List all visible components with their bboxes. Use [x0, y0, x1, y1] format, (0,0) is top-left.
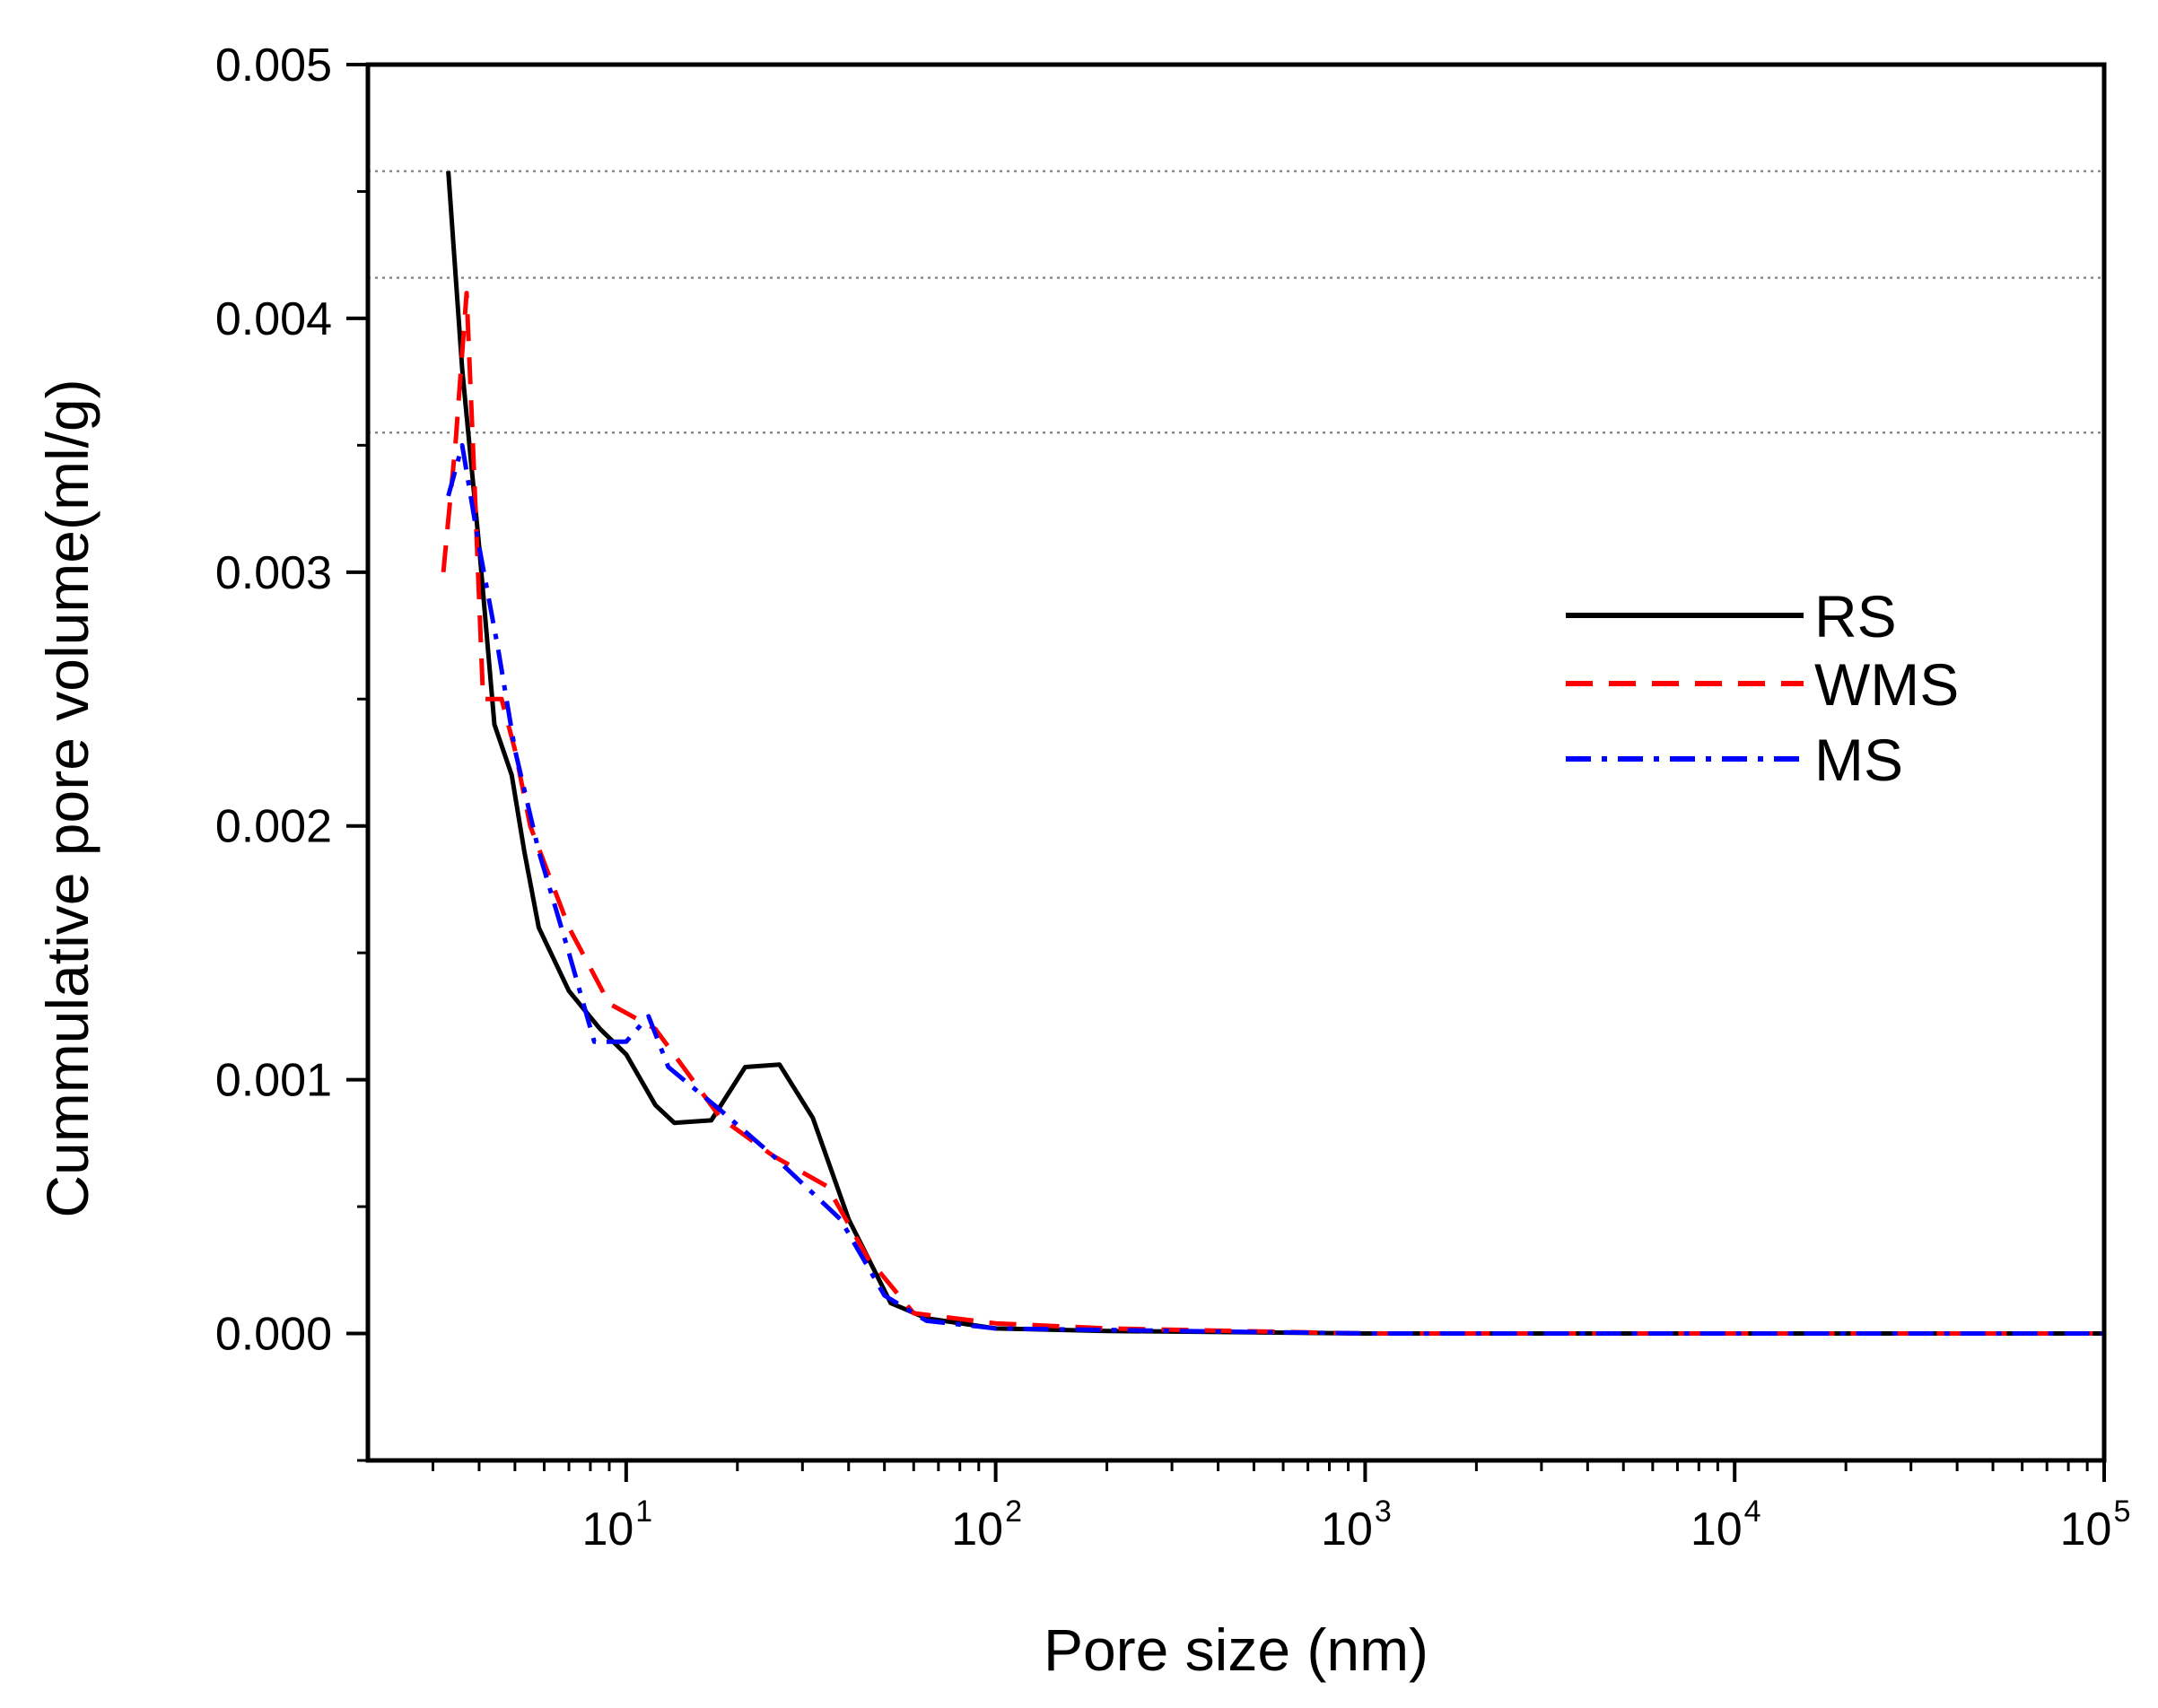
y-tick-label: 0.003 — [215, 547, 332, 599]
series-layer — [441, 170, 2104, 1336]
series-line-rs — [446, 170, 2104, 1336]
x-tick-label: 101 — [581, 1494, 652, 1556]
series-line-ms — [446, 442, 2104, 1336]
y-axis: 0.000 0.001 0.002 0.003 0.004 0.005 — [215, 39, 368, 1462]
legend-label-rs: RS — [1814, 583, 1897, 649]
x-axis-title: Pore size (nm) — [1044, 1616, 1428, 1683]
legend-label-ms: MS — [1814, 727, 1903, 793]
x-tick-label: 105 — [2060, 1494, 2131, 1556]
series-line-wms — [441, 291, 2104, 1336]
legend-label-wms: WMS — [1814, 651, 1959, 718]
x-tick-label: 103 — [1321, 1494, 1392, 1556]
plot-frame — [365, 62, 2107, 1463]
y-tick-label: 0.001 — [215, 1055, 332, 1107]
x-tick-label: 104 — [1691, 1494, 1761, 1556]
y-tick-label: 0.002 — [215, 801, 332, 853]
reference-lines — [368, 170, 2104, 434]
y-tick-label: 0.005 — [215, 39, 332, 92]
y-tick-label: 0.004 — [215, 293, 332, 345]
x-axis: 101 102 103 104 105 — [432, 1460, 2131, 1556]
x-tick-label: 102 — [951, 1494, 1022, 1556]
y-tick-label: 0.000 — [215, 1309, 332, 1361]
y-axis-title: Cummulative pore volume(ml/g) — [34, 379, 100, 1217]
